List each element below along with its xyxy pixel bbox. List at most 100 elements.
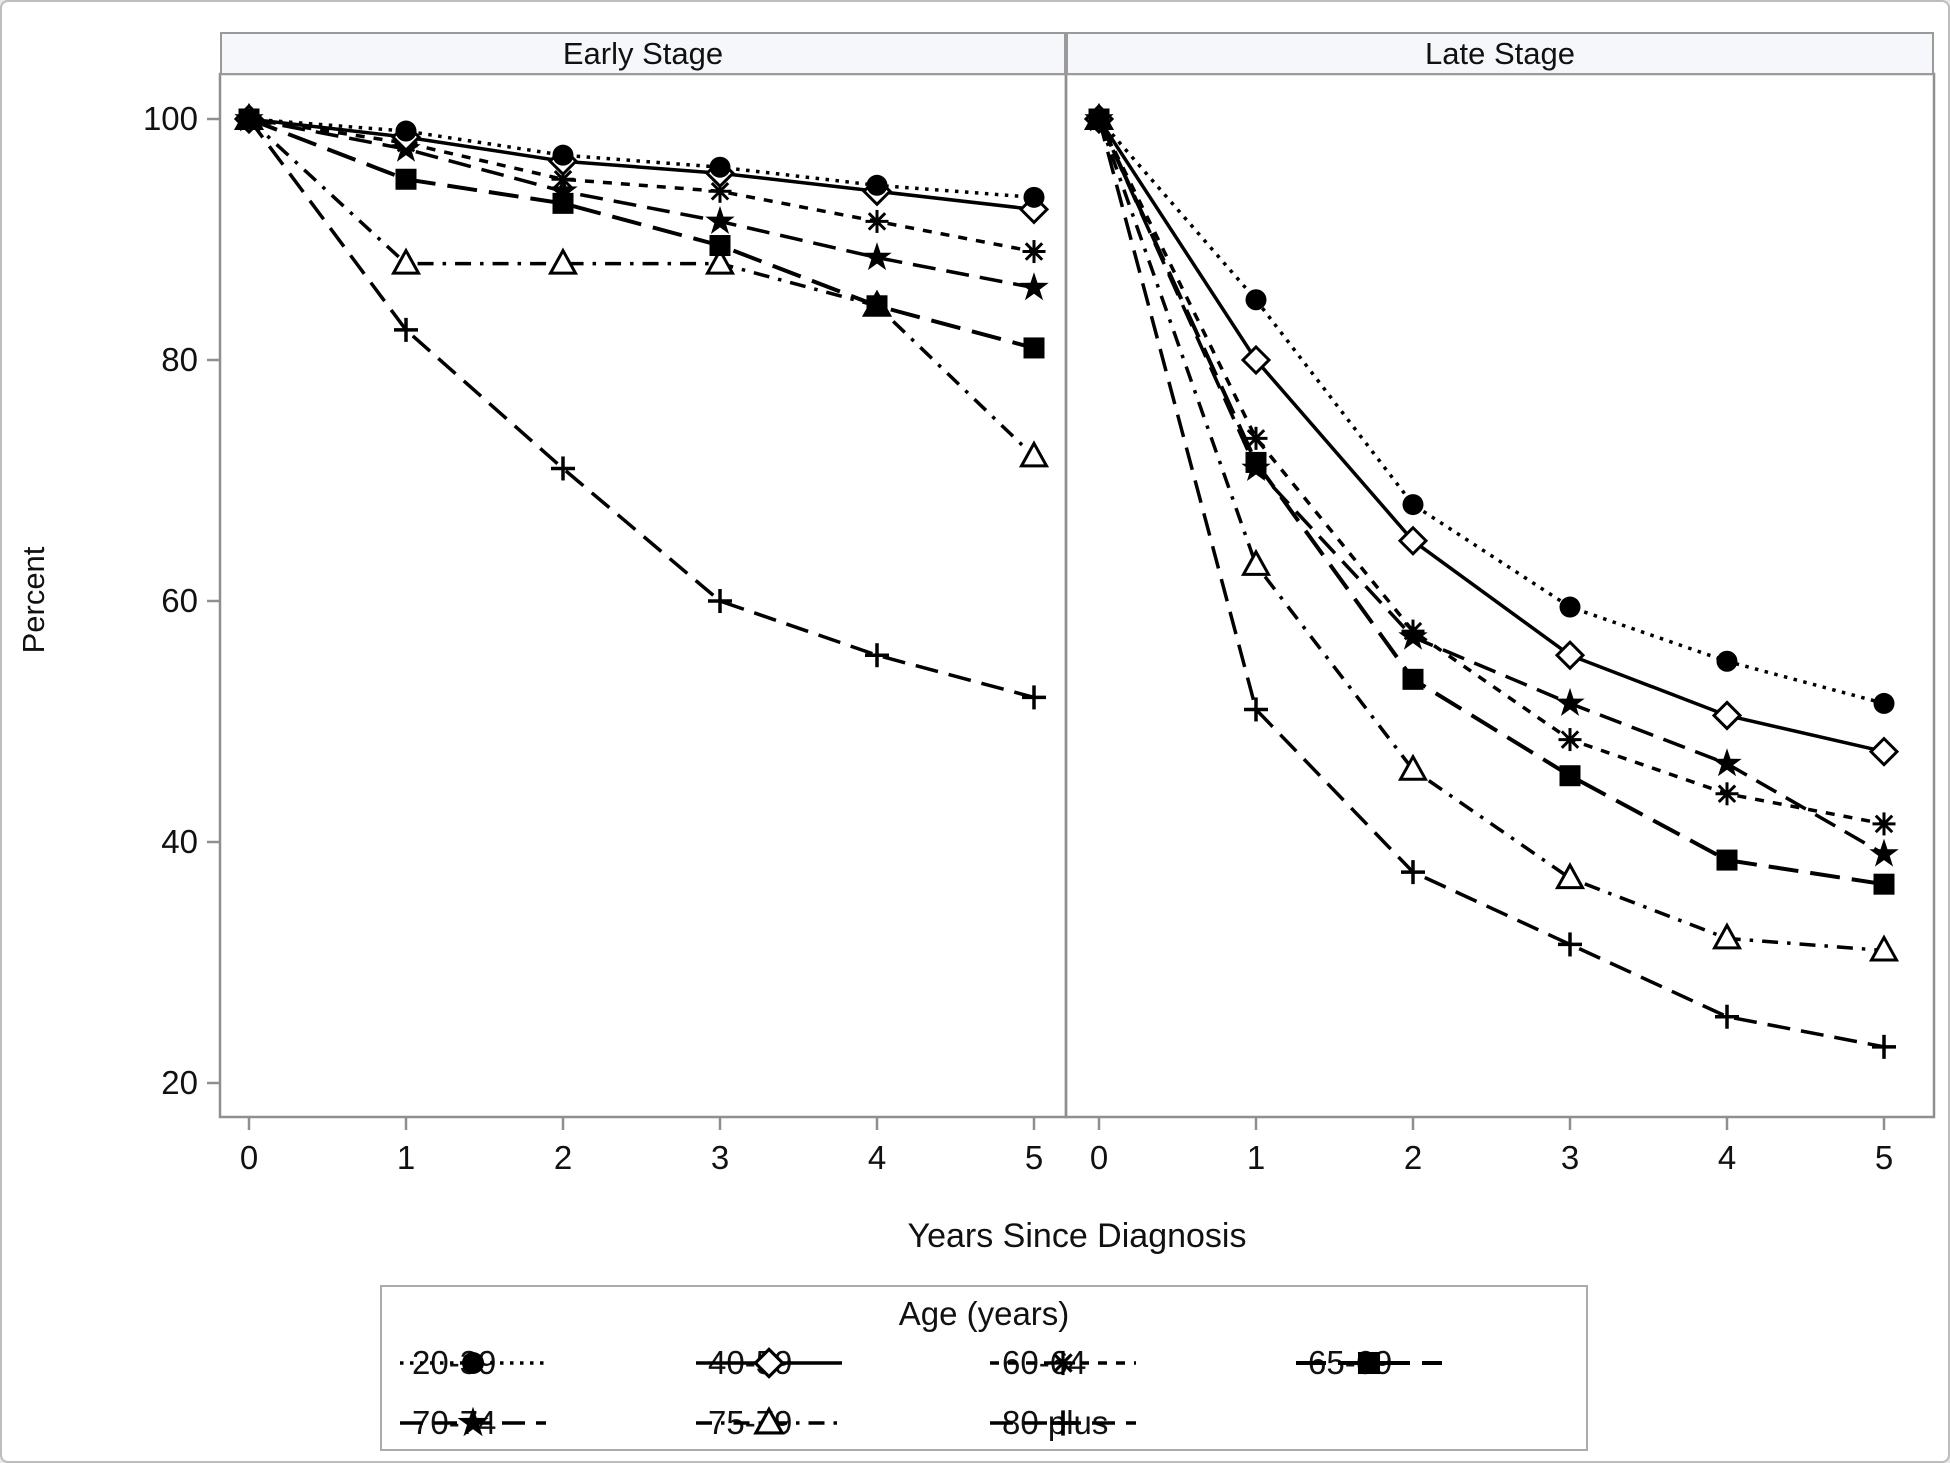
- panel-title: Early Stage: [562, 35, 724, 71]
- marker-open-triangle: [1397, 753, 1429, 781]
- y-tick-label: 40: [161, 823, 198, 860]
- panel-title: Late Stage: [1425, 35, 1575, 71]
- y-tick-label: 80: [161, 341, 198, 378]
- marker-open-triangle: [547, 247, 579, 275]
- x-tick-label: 3: [1561, 1139, 1579, 1176]
- marker-filled-square: [709, 235, 731, 257]
- marker-open-diamond: [753, 1347, 785, 1379]
- legend-sample: [696, 1406, 842, 1435]
- marker-filled-circle: [1402, 494, 1424, 516]
- marker-filled-circle: [552, 144, 574, 166]
- marker-asterisk: [1024, 242, 1044, 261]
- marker-open-diamond: [1554, 640, 1586, 671]
- x-tick-label: 4: [868, 1139, 886, 1176]
- marker-filled-square: [1716, 849, 1738, 871]
- marker-filled-square: [552, 192, 574, 214]
- marker-open-diamond: [1711, 700, 1743, 731]
- marker-filled-circle: [1873, 692, 1895, 714]
- marker-filled-circle: [866, 174, 888, 196]
- x-tick-label: 5: [1875, 1139, 1893, 1176]
- series-line: [1097, 118, 1885, 826]
- marker-open-triangle: [1240, 548, 1272, 576]
- legend-item-40-59: 40-59: [694, 1343, 842, 1383]
- series-line: [248, 117, 1035, 290]
- series-late-stage-65-69: [1088, 108, 1895, 895]
- marker-filled-square: [1402, 668, 1424, 690]
- marker-open-triangle: [704, 247, 736, 275]
- marker-filled-star: [705, 205, 735, 234]
- legend-item-75-79: 75-79: [694, 1403, 842, 1443]
- marker-asterisk: [710, 182, 730, 201]
- marker-filled-square: [1245, 451, 1267, 473]
- marker-asterisk: [1560, 730, 1580, 749]
- x-tick-label: 3: [711, 1139, 729, 1176]
- marker-filled-circle: [238, 108, 260, 130]
- series-line: [1097, 117, 1885, 706]
- series-early-stage-75-79: [233, 102, 1050, 468]
- marker-filled-circle: [1559, 596, 1581, 618]
- y-axis-title: Percent: [16, 546, 51, 654]
- marker-open-triangle: [390, 247, 422, 275]
- marker-filled-square: [1873, 873, 1895, 895]
- legend-sample: [400, 1406, 546, 1437]
- marker-filled-square: [866, 295, 888, 317]
- y-tick-label: 60: [161, 582, 198, 619]
- series-early-stage-20-39: [238, 108, 1045, 208]
- series-early-stage-65-69: [238, 108, 1045, 359]
- x-tick-label: 4: [1718, 1139, 1736, 1176]
- series-line: [248, 117, 1035, 350]
- x-tick-label: 1: [397, 1139, 415, 1176]
- legend-sample: [400, 1351, 546, 1375]
- series-late-stage-20-39: [1088, 108, 1895, 714]
- series-line: [247, 117, 1035, 700]
- legend-item-20-39: 20-39: [398, 1343, 546, 1383]
- marker-asterisk: [553, 169, 573, 189]
- marker-open-diamond: [1240, 344, 1272, 376]
- series-late-stage-70-74: [1084, 103, 1899, 867]
- marker-open-diamond: [1397, 525, 1429, 556]
- panel-border: [218, 72, 1068, 1119]
- x-tick-label: 2: [1404, 1139, 1422, 1176]
- marker-filled-circle: [1245, 289, 1267, 311]
- series-line: [1097, 118, 1885, 856]
- legend-sample: [696, 1347, 842, 1379]
- legend-item-80-plus: 80 plus: [988, 1403, 1136, 1443]
- legend-title: Age (years): [898, 1295, 1070, 1332]
- marker-asterisk: [1053, 1353, 1073, 1373]
- legend-sample: [990, 1350, 1136, 1376]
- legend-sample: [1296, 1351, 1442, 1375]
- legend-item-65-69: 65-69: [1294, 1343, 1442, 1383]
- marker-filled-square: [395, 168, 417, 190]
- x-axis-title: Years Since Diagnosis: [907, 1217, 1247, 1255]
- series-line: [1097, 118, 1885, 1049]
- marker-filled-circle: [1023, 186, 1045, 208]
- marker-filled-circle: [1716, 650, 1738, 672]
- panel-header-early-stage: Early Stage: [220, 32, 1066, 75]
- marker-filled-circle: [1088, 108, 1110, 130]
- x-tick-label: 0: [1090, 1139, 1108, 1176]
- marker-open-triangle: [1711, 922, 1743, 950]
- y-tick-label: 100: [143, 100, 198, 137]
- x-tick-label: 0: [240, 1139, 258, 1176]
- marker-asterisk: [1874, 814, 1894, 834]
- panel-header-late-stage: Late Stage: [1066, 32, 1934, 75]
- series-line: [248, 117, 1035, 254]
- x-tick-label: 5: [1025, 1139, 1043, 1176]
- marker-filled-star: [457, 1406, 489, 1437]
- marker-filled-circle: [461, 1351, 485, 1375]
- marker-asterisk: [1246, 429, 1266, 448]
- marker-asterisk: [1403, 621, 1423, 641]
- legend-item-70-74: 70-74: [398, 1403, 546, 1443]
- legend-sample: [990, 1410, 1136, 1436]
- marker-asterisk: [1717, 784, 1737, 804]
- marker-open-triangle: [1018, 440, 1050, 468]
- marker-open-triangle: [1554, 862, 1586, 890]
- y-tick-label: 20: [161, 1064, 198, 1101]
- marker-open-triangle: [753, 1406, 785, 1435]
- marker-filled-circle: [395, 120, 417, 142]
- series-line: [247, 117, 1036, 458]
- marker-filled-square: [1023, 337, 1045, 359]
- x-tick-label: 2: [554, 1139, 572, 1176]
- marker-filled-star: [862, 242, 892, 271]
